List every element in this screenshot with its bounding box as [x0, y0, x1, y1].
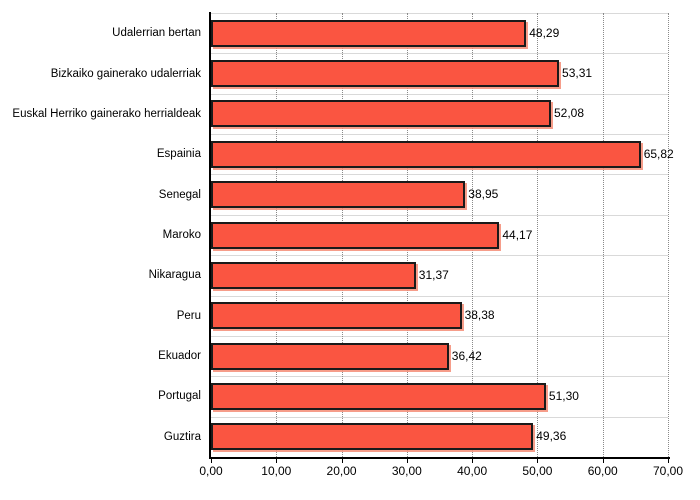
- category-label-euskal-herriko-gainerako-herrialdeak: Euskal Herriko gainerako herrialdeak: [12, 107, 201, 120]
- bar-espainia: [211, 140, 641, 168]
- bar-bizkaiko-gainerako-udalerriak: [211, 60, 560, 88]
- horizontal-gridline: [211, 255, 668, 257]
- horizontal-gridline: [211, 214, 668, 216]
- category-label-udalerrian-bertan: Udalerrian bertan: [112, 27, 201, 40]
- horizontal-gridline: [211, 295, 668, 297]
- category-label-guztira: Guztira: [163, 430, 201, 443]
- value-label-portugal: 51,30: [548, 388, 579, 403]
- bar-maroko: [211, 221, 500, 249]
- horizontal-gridline: [211, 134, 668, 136]
- y-axis-labels: Udalerrian bertan Bizkaiko gainerako udal…: [0, 13, 205, 457]
- bar-euskal-herriko-gainerako-herrialdeak: [211, 100, 551, 128]
- x-tick-mark: [276, 459, 278, 463]
- value-label-euskal-herriko-gainerako-herrialdeak: 52,08: [554, 106, 585, 121]
- category-label-maroko: Maroko: [162, 228, 201, 241]
- category-label-peru: Peru: [176, 309, 201, 322]
- bar-peru: [211, 302, 462, 330]
- horizontal-gridline: [211, 174, 668, 176]
- x-tick-label-6: 60,00: [587, 464, 618, 478]
- vertical-gridline: [537, 13, 539, 457]
- category-label-bizkaiko-gainerako-udalerriak: Bizkaiko gainerako udalerriak: [50, 67, 201, 80]
- x-tick-label-2: 20,00: [326, 464, 357, 478]
- bar-ekuador: [211, 342, 449, 370]
- x-tick-label-1: 10,00: [261, 464, 292, 478]
- value-label-maroko: 44,17: [502, 227, 533, 242]
- horizontal-gridline: [211, 335, 668, 337]
- horizontal-gridline: [211, 53, 668, 55]
- x-tick-label-4: 40,00: [457, 464, 488, 478]
- x-tick-mark: [668, 459, 669, 463]
- x-tick-mark: [602, 459, 604, 463]
- value-label-nikaragua: 31,37: [418, 267, 449, 282]
- value-label-espainia: 65,82: [643, 146, 674, 161]
- category-label-ekuador: Ekuador: [158, 350, 201, 363]
- x-tick-mark: [406, 459, 408, 463]
- horizontal-gridline: [211, 93, 668, 95]
- vertical-gridline: [668, 13, 669, 457]
- horizontal-gridline: [211, 13, 668, 14]
- horizontal-gridline: [211, 416, 668, 418]
- value-label-udalerrian-bertan: 48,29: [529, 25, 560, 40]
- x-tick-mark: [537, 459, 539, 463]
- x-tick-label-0: 0,00: [199, 464, 223, 478]
- y-axis-line: [209, 12, 211, 458]
- x-tick-mark: [341, 459, 343, 463]
- x-axis-ticks: 0,00 10,00 20,00 30,00 40,00 50,00 60,00 70,00: [0, 459, 700, 495]
- value-label-bizkaiko-gainerako-udalerriak: 53,31: [562, 66, 593, 81]
- bar-nikaragua: [211, 261, 416, 289]
- value-label-peru: 38,38: [464, 308, 495, 323]
- x-tick-label-5: 50,00: [522, 464, 553, 478]
- x-tick-mark: [472, 459, 474, 463]
- vertical-gridline: [602, 13, 604, 457]
- bar-senegal: [211, 181, 466, 209]
- x-tick-label-3: 30,00: [391, 464, 422, 478]
- category-label-senegal: Senegal: [158, 188, 201, 201]
- bar-udalerrian-bertan: [211, 19, 527, 47]
- bar-guztira: [211, 423, 534, 451]
- x-axis-line: [209, 457, 670, 459]
- value-label-senegal: 38,95: [468, 187, 499, 202]
- plot-area: 48,29 53,31 52,08 65,82 38,95 44,17 31,37 38,38…: [211, 13, 674, 457]
- value-label-guztira: 49,36: [536, 429, 567, 444]
- x-tick-label-7: 70,00: [652, 464, 684, 478]
- horizontal-gridline: [211, 376, 668, 378]
- value-label-ekuador: 36,42: [451, 348, 482, 363]
- bar-portugal: [211, 382, 546, 410]
- category-label-nikaragua: Nikaragua: [148, 269, 201, 282]
- category-label-espainia: Espainia: [156, 148, 201, 161]
- category-label-portugal: Portugal: [158, 390, 201, 403]
- x-tick-mark: [211, 459, 212, 463]
